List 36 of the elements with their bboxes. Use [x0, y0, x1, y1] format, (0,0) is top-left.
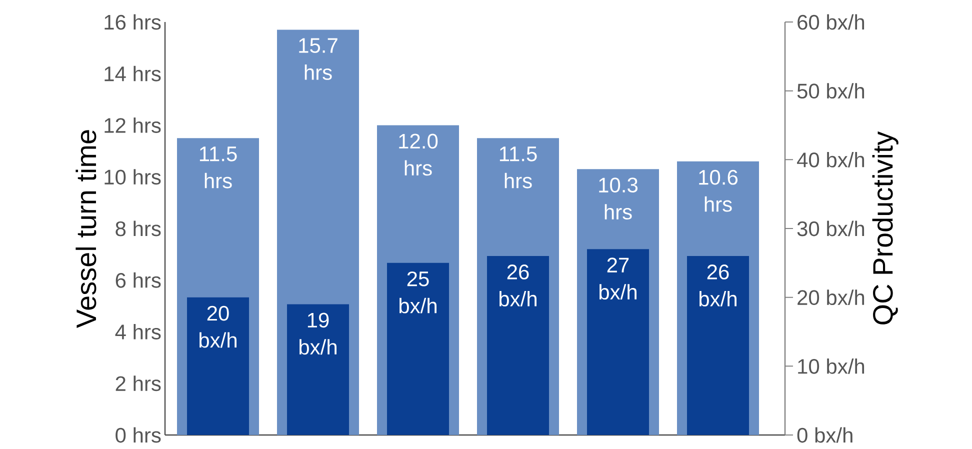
y-tick-label: 16 hrs — [104, 14, 161, 30]
data-label: 19 bx/h — [300, 312, 336, 355]
y2-tick-label: 10 bx/h — [798, 358, 864, 374]
y-tick-label: 10 hrs — [104, 169, 161, 185]
data-label: 11.5 hrs — [500, 146, 537, 188]
y-tick-label: 14 hrs — [104, 66, 161, 82]
data-label: 27 bx/h — [600, 258, 636, 300]
data-label: 10.3 hrs — [599, 178, 638, 220]
y2-tick-label: 0 bx/h — [797, 427, 852, 443]
y2-tick-label: 60 bx/h — [798, 14, 864, 30]
y-axis-title: Vessel turn time — [76, 130, 96, 328]
y-tick-label: 0 hrs — [116, 427, 161, 443]
bar — [487, 256, 550, 435]
bar — [287, 304, 350, 435]
data-label: 26 bx/h — [500, 264, 536, 306]
y-tick-label: 2 hrs — [116, 376, 161, 392]
y2-tick-label: 50 bx/h — [797, 83, 864, 99]
bar — [187, 297, 250, 435]
y-tick-label: 4 hrs — [115, 324, 161, 340]
data-label: 25 bx/h — [400, 271, 436, 314]
data-label: 12.0 hrs — [399, 134, 438, 176]
data-label: 10.6 hrs — [699, 170, 738, 212]
data-label: 15.7 hrs — [299, 38, 338, 80]
y2-axis-title: QC Productivity — [872, 131, 898, 324]
data-label: 20 bx/h — [200, 306, 236, 348]
y-tick-label: 8 hrs — [116, 220, 161, 236]
bar — [587, 249, 650, 435]
y2-tick-label: 20 bx/h — [798, 290, 864, 306]
bar — [687, 256, 749, 435]
bar — [387, 262, 450, 435]
y-tick-label: 6 hrs — [116, 272, 161, 288]
data-label: 26 bx/h — [700, 264, 736, 306]
y-tick-label: 12 hrs — [104, 118, 161, 133]
y2-tick-label: 40 bx/h — [797, 152, 864, 168]
data-label: 11.5 hrs — [200, 146, 237, 188]
y2-tick-label: 30 bx/h — [797, 220, 864, 236]
